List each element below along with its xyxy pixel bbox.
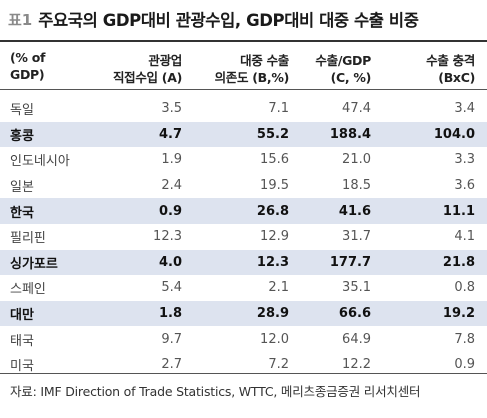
country-name: 독일 [10, 103, 34, 119]
tourism-revenue-cell: 5.4 [161, 280, 182, 296]
table-row: 스페인 5.4 2.1 35.1 0.8 [0, 275, 487, 301]
export-shock-cell: 0.9 [454, 357, 475, 373]
country-name: 미국 [10, 359, 34, 375]
header-line-2: (C, %) [330, 70, 372, 85]
country-name: 싱가포르 [0, 249, 94, 276]
data-table: (% of GDP) 관광업 직접수입 (A) 대중 수출 의존도 (B,%) … [0, 42, 487, 378]
table-row: 홍콩 4.7 55.2 188.4 104.0 [0, 121, 487, 148]
china-export-dependency-cell: 19.5 [260, 178, 289, 194]
country-name: 대만 [0, 300, 94, 327]
header-line-2: 의존도 (B,%) [214, 70, 290, 85]
header-rule [0, 89, 487, 90]
china-export-dependency-cell: 55.2 [194, 121, 301, 148]
export-shock-cell: 3.4 [454, 101, 475, 117]
tourism-revenue-cell: 2.4 [161, 178, 182, 194]
table-row: 일본 2.4 19.5 18.5 3.6 [0, 173, 487, 199]
export-shock-cell: 7.8 [454, 331, 475, 347]
tourism-revenue-cell: 0.9 [94, 198, 194, 224]
tourism-revenue-cell: 9.7 [161, 331, 182, 347]
country-name: 스페인 [10, 282, 46, 298]
china-export-dependency-cell: 12.3 [194, 249, 301, 276]
country-name: 필리핀 [10, 231, 46, 247]
export-gdp-cell: 47.4 [342, 101, 371, 117]
table-row: 미국 2.7 7.2 12.2 0.9 [0, 352, 487, 378]
tourism-revenue-cell: 4.0 [94, 249, 194, 276]
export-shock-cell: 3.6 [454, 178, 475, 194]
china-export-dependency-cell: 7.1 [268, 101, 289, 117]
country-name: 태국 [10, 333, 34, 349]
china-export-dependency-cell: 2.1 [268, 280, 289, 296]
table-body: 독일 3.5 7.1 47.4 3.4 홍콩 4.7 55.2 188.4 104.0 인도네시아 1… [0, 96, 487, 378]
china-export-dependency-cell: 28.9 [194, 300, 301, 327]
export-gdp-cell: 18.5 [342, 178, 371, 194]
export-shock-cell: 0.8 [454, 280, 475, 296]
country-name: 한국 [0, 198, 94, 224]
export-gdp-cell: 64.9 [342, 331, 371, 347]
export-gdp-cell: 66.6 [301, 300, 383, 327]
country-name: 일본 [10, 180, 34, 196]
table-row: 인도네시아 1.9 15.6 21.0 3.3 [0, 147, 487, 173]
tourism-revenue-cell: 1.8 [94, 300, 194, 327]
header-line-2: (BxC) [438, 70, 475, 85]
export-gdp-cell: 21.0 [342, 152, 371, 168]
tourism-revenue-cell: 12.3 [153, 229, 182, 245]
source-note: 자료: IMF Direction of Trade Statistics, W… [10, 384, 421, 399]
header-line-1: 수출 충격 [426, 53, 475, 68]
bottom-rule [0, 373, 487, 374]
export-shock-cell: 19.2 [383, 300, 487, 327]
tourism-revenue-cell: 4.7 [94, 121, 194, 148]
header-row: (% of GDP) 관광업 직접수입 (A) 대중 수출 의존도 (B,%) … [0, 42, 487, 96]
china-export-dependency-cell: 26.8 [194, 198, 301, 224]
china-export-dependency-cell: 12.0 [260, 331, 289, 347]
export-gdp-cell: 31.7 [342, 229, 371, 245]
tourism-revenue-cell: 1.9 [161, 152, 182, 168]
column-header-export-gdp: 수출/GDP (C, %) [301, 42, 383, 96]
export-gdp-cell: 188.4 [301, 121, 383, 148]
table-row: 싱가포르 4.0 12.3 177.7 21.8 [0, 249, 487, 276]
table-row: 한국 0.9 26.8 41.6 11.1 [0, 198, 487, 224]
tourism-revenue-cell: 2.7 [161, 357, 182, 373]
column-header-tourism-revenue: 관광업 직접수입 (A) [94, 42, 194, 96]
header-line-1: 관광업 [148, 53, 182, 68]
table-row: 대만 1.8 28.9 66.6 19.2 [0, 300, 487, 327]
export-shock-cell: 104.0 [383, 121, 487, 148]
export-shock-cell: 21.8 [383, 249, 487, 276]
china-export-dependency-cell: 7.2 [268, 357, 289, 373]
china-export-dependency-cell: 12.9 [260, 229, 289, 245]
export-gdp-cell: 12.2 [342, 357, 371, 373]
export-gdp-cell: 177.7 [301, 249, 383, 276]
china-export-dependency-cell: 15.6 [260, 152, 289, 168]
country-name: 인도네시아 [10, 154, 70, 170]
export-gdp-cell: 35.1 [342, 280, 371, 296]
export-shock-cell: 11.1 [383, 198, 487, 224]
tourism-revenue-cell: 3.5 [161, 101, 182, 117]
header-line-1: 대중 수출 [240, 53, 289, 68]
table-number-label: 표1 [8, 10, 33, 29]
column-header-export-shock: 수출 충격 (BxC) [383, 42, 487, 96]
figure-title: 표1 주요국의 GDP대비 관광수입, GDP대비 대중 수출 비중 [8, 8, 419, 31]
top-rule [0, 40, 487, 42]
table-title: 주요국의 GDP대비 관광수입, GDP대비 대중 수출 비중 [38, 11, 419, 30]
table-row: 독일 3.5 7.1 47.4 3.4 [0, 96, 487, 122]
country-name: 홍콩 [0, 121, 94, 148]
export-shock-cell: 4.1 [454, 229, 475, 245]
column-header-unit: (% of GDP) [0, 42, 94, 96]
export-gdp-cell: 41.6 [301, 198, 383, 224]
table-row: 태국 9.7 12.0 64.9 7.8 [0, 326, 487, 352]
header-line-1: 수출/GDP [315, 53, 371, 68]
header-line-2: 직접수입 (A) [112, 70, 182, 85]
column-header-china-export-dependency: 대중 수출 의존도 (B,%) [194, 42, 301, 96]
table-row: 필리핀 12.3 12.9 31.7 4.1 [0, 224, 487, 250]
export-shock-cell: 3.3 [454, 152, 475, 168]
header-line-1: (% of GDP) [10, 50, 46, 82]
